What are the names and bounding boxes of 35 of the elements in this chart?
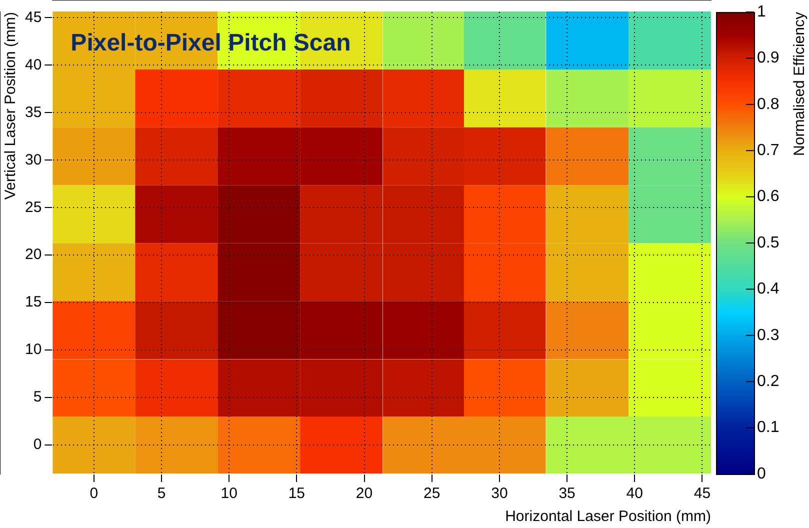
y-tick-label: 45 [24, 8, 42, 26]
color-bar-label: 0 [757, 465, 766, 482]
color-bar-title: Normalised Efficiency [791, 12, 808, 156]
y-tick-label: 35 [24, 104, 42, 121]
color-bar-label: 0.4 [757, 280, 780, 298]
color-bar-label: 0.6 [757, 188, 780, 206]
x-tick-label: 15 [288, 485, 306, 502]
color-bar-label: 1 [757, 3, 766, 20]
color-bar-label: 0.2 [757, 373, 780, 390]
color-bar-label: 0.3 [757, 326, 780, 344]
x-tick-label: 5 [157, 485, 166, 502]
color-bar-label: 0.5 [757, 234, 780, 252]
color-bar-label: 0.9 [757, 50, 780, 67]
x-tick-label: 30 [491, 485, 508, 502]
x-tick-label: 20 [356, 485, 373, 502]
color-bar-label: 0.8 [757, 96, 780, 113]
x-tick-label: 45 [694, 485, 711, 502]
y-tick-label: 10 [24, 341, 42, 358]
y-tick-label: 40 [24, 56, 42, 74]
x-tick-label: 0 [90, 485, 98, 502]
y-tick-label: 30 [24, 151, 42, 168]
y-tick-label: 5 [33, 388, 42, 406]
x-tick-label: 10 [220, 485, 238, 502]
y-tick-label: 15 [24, 294, 42, 311]
y-tick-label: 25 [24, 198, 42, 216]
x-tick-label: 40 [626, 485, 643, 502]
y-tick-label: 20 [24, 246, 42, 264]
y-axis-title: Vertical Laser Position (mm) [2, 12, 20, 200]
x-tick-label: 35 [558, 485, 576, 502]
x-tick-label: 25 [424, 485, 440, 502]
y-tick-label: 0 [33, 436, 42, 454]
color-bar-label: 0.7 [757, 142, 780, 160]
color-bar-label: 0.1 [757, 419, 780, 436]
text: Pixel-to-Pixel Pitch Scan [70, 30, 351, 57]
x-axis-title: Horizontal Laser Position (mm) [505, 508, 711, 526]
